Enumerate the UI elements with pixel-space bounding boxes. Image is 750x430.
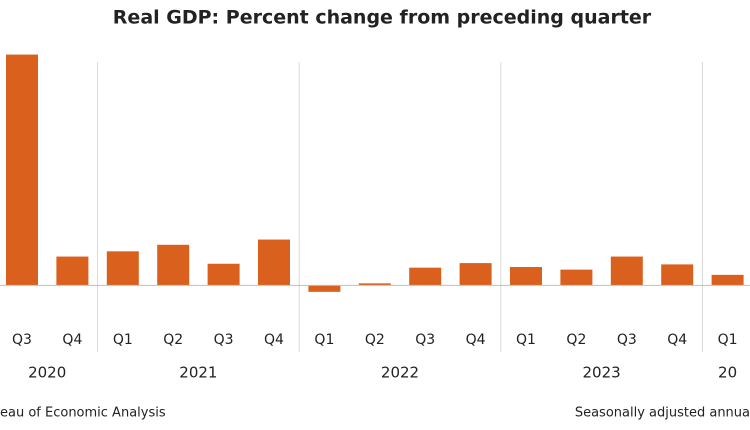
x-tick-label: Q2 — [566, 332, 586, 348]
bar — [459, 263, 492, 286]
x-tick-label: Q4 — [667, 332, 687, 348]
x-tick-label: Q3 — [214, 332, 234, 348]
bar — [711, 274, 744, 286]
x-tick-label: Q1 — [718, 332, 738, 348]
bar — [661, 264, 694, 286]
x-tick-label: Q3 — [12, 332, 32, 348]
bar — [358, 283, 391, 286]
adjustment-note: Seasonally adjusted annua — [575, 406, 750, 421]
bar — [560, 269, 593, 286]
year-label: 2021 — [179, 364, 217, 382]
x-tick-label: Q2 — [365, 332, 385, 348]
bar — [207, 263, 240, 286]
bar — [106, 251, 139, 286]
bar — [308, 285, 341, 292]
x-tick-label: Q1 — [113, 332, 133, 348]
x-tick-label: Q4 — [62, 332, 82, 348]
x-tick-label: Q1 — [516, 332, 536, 348]
bar — [510, 267, 542, 286]
x-tick-label: Q3 — [415, 332, 435, 348]
year-label: 2023 — [583, 364, 621, 382]
year-label: 2020 — [28, 364, 66, 382]
chart-title: Real GDP: Percent change from preceding … — [113, 7, 652, 29]
year-label: 20 — [718, 364, 737, 382]
source-note: eau of Economic Analysis — [0, 406, 166, 421]
bar — [258, 239, 290, 286]
x-tick-label: Q1 — [314, 332, 334, 348]
x-tick-label: Q3 — [617, 332, 637, 348]
bar — [610, 256, 643, 286]
x-tick-label: Q4 — [264, 332, 284, 348]
bar — [157, 244, 190, 286]
x-tick-label: Q2 — [163, 332, 183, 348]
year-label: 2022 — [381, 364, 419, 382]
bar — [6, 54, 38, 286]
x-tick-label: Q4 — [466, 332, 486, 348]
bar — [409, 267, 442, 286]
bar — [56, 256, 89, 286]
